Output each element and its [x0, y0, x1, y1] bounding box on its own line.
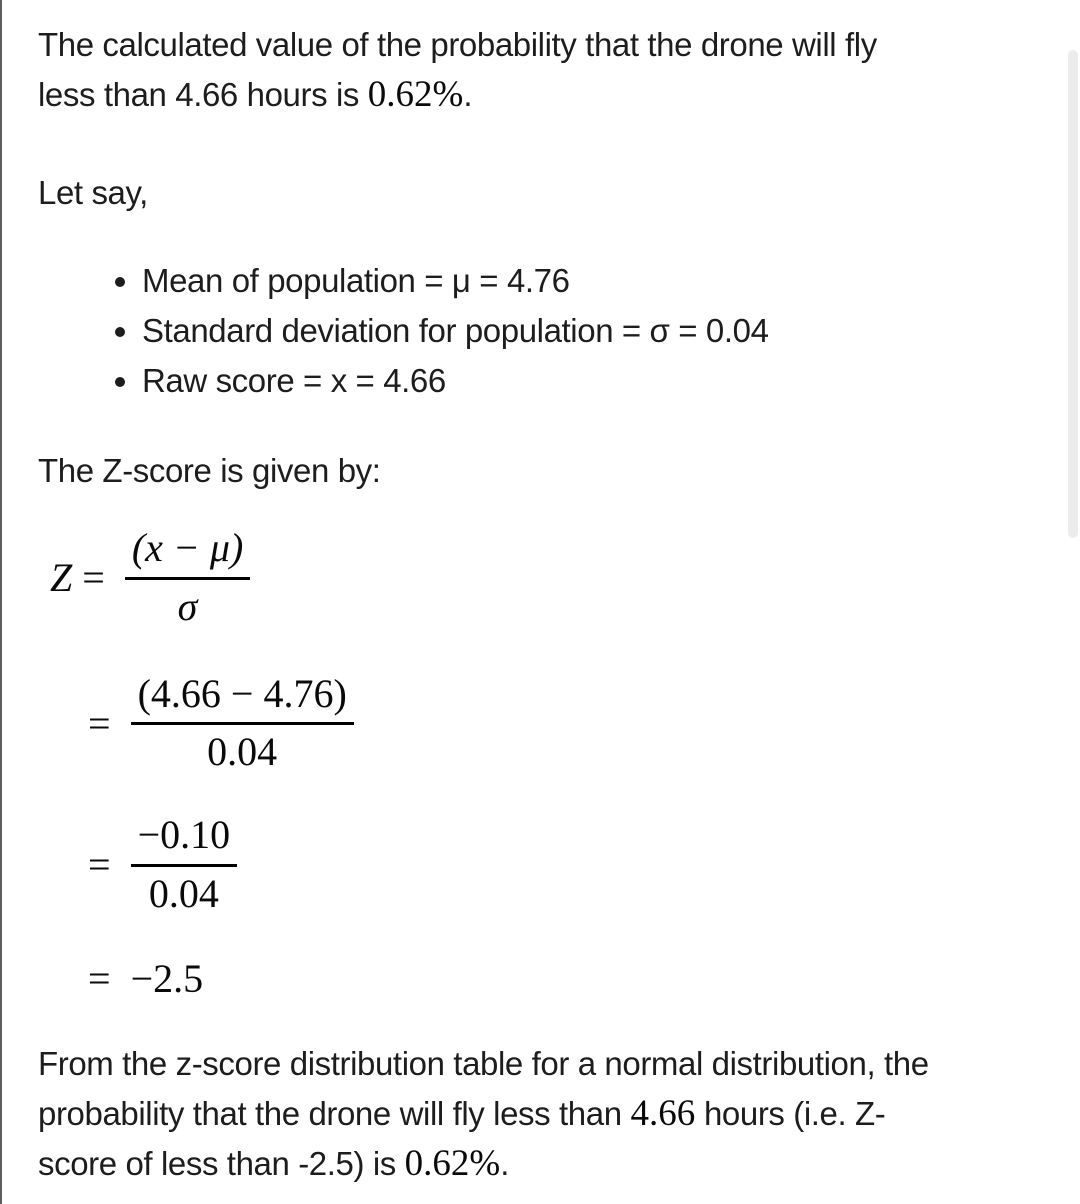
intro-line-2-period: .: [463, 76, 473, 113]
formula-result-value: −2.5: [130, 955, 204, 1001]
intro-probability-value: 0.62%: [367, 74, 464, 115]
formula-step-2-fraction: −0.10 0.04: [130, 812, 238, 917]
conclusion-line-2: probability that the drone will fly less…: [38, 1089, 1024, 1139]
list-item-mean-text: Mean of population = μ = 4.76: [142, 262, 570, 299]
formula-z-definition: Z = (x − μ) σ: [50, 525, 1024, 630]
intro-line-1: The calculated value of the probability …: [38, 26, 877, 63]
scrollbar-thumb[interactable]: [1068, 50, 1078, 538]
conclusion-line-1: From the z-score distribution table for …: [38, 1044, 929, 1082]
formula-step-2-equals: =: [88, 842, 111, 888]
list-item-mean: Mean of population = μ = 4.76: [142, 256, 1024, 306]
list-item-stddev: Standard deviation for population = σ = …: [142, 306, 1024, 356]
list-item-stddev-text: Standard deviation for population = σ = …: [142, 312, 769, 349]
assumptions-list: Mean of population = μ = 4.76 Standard d…: [38, 256, 1024, 406]
formula-step-2: = −0.10 0.04: [88, 812, 1024, 917]
conclusion-hours-value: 4.66: [630, 1092, 696, 1134]
zscore-intro-line: The Z-score is given by:: [38, 452, 381, 489]
formula-step-1-equals: =: [88, 700, 111, 746]
formula-step-1-fraction: (4.66 − 4.76) 0.04: [130, 671, 354, 776]
conclusion-probability-value: 0.62%: [404, 1142, 501, 1184]
formula-z-lhs: Z: [50, 555, 73, 601]
formula-step-1-denominator: 0.04: [207, 729, 278, 775]
formula-z-fraction: (x − μ) σ: [124, 525, 251, 630]
list-item-rawscore-text: Raw score = x = 4.66: [142, 362, 446, 399]
formula-step-1-numerator: (4.66 − 4.76): [130, 671, 354, 726]
formula-step-2-numerator: −0.10: [130, 812, 238, 867]
conclusion-line-2-text: probability that the drone will fly less…: [38, 1094, 631, 1132]
intro-line-2: less than 4.66 hours is 0.62%.: [38, 70, 1024, 120]
let-say-line: Let say,: [38, 174, 148, 211]
formula-z-numerator: (x − μ): [124, 525, 251, 580]
formula-z-equals: =: [82, 555, 105, 601]
formula-step-2-denominator: 0.04: [148, 870, 219, 916]
formula-z-denominator: σ: [177, 583, 198, 629]
conclusion-line-3-period: .: [500, 1144, 509, 1182]
formula-step-1: = (4.66 − 4.76) 0.04: [88, 671, 1024, 776]
conclusion-line-3-text: score of less than -2.5) is: [38, 1144, 405, 1182]
list-item-rawscore: Raw score = x = 4.66: [142, 356, 1024, 406]
conclusion-line-2-tail: hours (i.e. Z-: [695, 1094, 886, 1132]
conclusion-paragraph: From the z-score distribution table for …: [38, 1039, 1024, 1189]
formula-result-equals: =: [88, 955, 111, 1001]
formula-result: = −2.5: [88, 955, 1024, 1003]
conclusion-line-3: score of less than -2.5) is 0.62%.: [38, 1139, 1024, 1189]
intro-line-2-text: less than 4.66 hours is: [38, 76, 368, 113]
intro-paragraph: The calculated value of the probability …: [38, 20, 1024, 120]
